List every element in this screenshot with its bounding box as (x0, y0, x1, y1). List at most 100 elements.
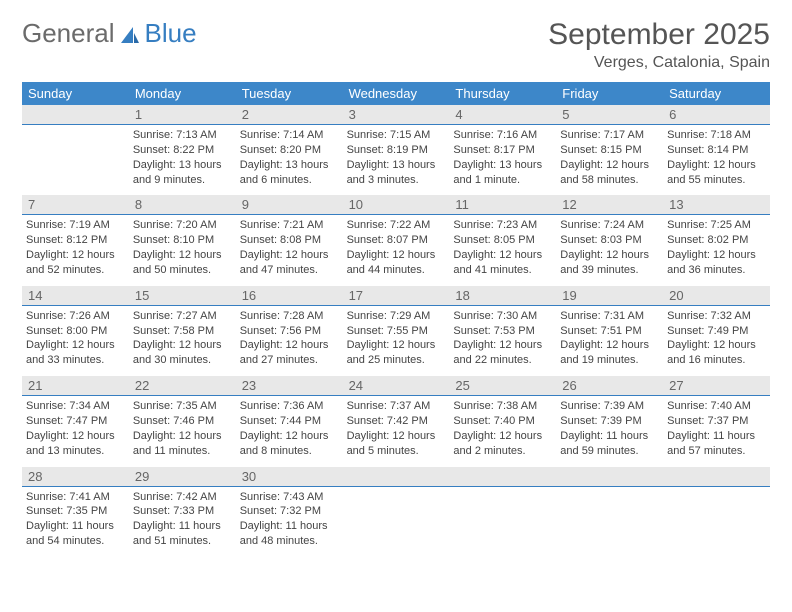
daylight-text: Daylight: 12 hours and 33 minutes. (26, 338, 125, 368)
sunset-text: Sunset: 7:51 PM (560, 324, 659, 339)
weekday-label: Wednesday (343, 82, 450, 105)
sunset-text: Sunset: 8:22 PM (133, 143, 232, 158)
day-cell: Sunrise: 7:14 AMSunset: 8:20 PMDaylight:… (236, 125, 343, 195)
sunset-text: Sunset: 7:42 PM (347, 414, 446, 429)
day-number: 3 (343, 105, 450, 125)
day-number: 2 (236, 105, 343, 125)
day-cell: Sunrise: 7:13 AMSunset: 8:22 PMDaylight:… (129, 125, 236, 195)
day-cell: Sunrise: 7:41 AMSunset: 7:35 PMDaylight:… (22, 487, 129, 557)
sunset-text: Sunset: 8:05 PM (453, 233, 552, 248)
daylight-text: Daylight: 12 hours and 36 minutes. (667, 248, 766, 278)
weekday-label: Monday (129, 82, 236, 105)
day-number: 8 (129, 195, 236, 215)
sunset-text: Sunset: 7:33 PM (133, 504, 232, 519)
day-number: 20 (663, 286, 770, 306)
sunset-text: Sunset: 8:10 PM (133, 233, 232, 248)
sunset-text: Sunset: 8:14 PM (667, 143, 766, 158)
daylight-text: Daylight: 13 hours and 1 minute. (453, 158, 552, 188)
day-cell: Sunrise: 7:29 AMSunset: 7:55 PMDaylight:… (343, 306, 450, 376)
daylight-text: Daylight: 11 hours and 54 minutes. (26, 519, 125, 549)
daylight-text: Daylight: 12 hours and 5 minutes. (347, 429, 446, 459)
weekday-label: Friday (556, 82, 663, 105)
day-number: 4 (449, 105, 556, 125)
sunrise-text: Sunrise: 7:41 AM (26, 490, 125, 505)
daylight-text: Daylight: 12 hours and 39 minutes. (560, 248, 659, 278)
sunset-text: Sunset: 8:12 PM (26, 233, 125, 248)
sunrise-text: Sunrise: 7:16 AM (453, 128, 552, 143)
sunset-text: Sunset: 7:40 PM (453, 414, 552, 429)
day-cell: Sunrise: 7:42 AMSunset: 7:33 PMDaylight:… (129, 487, 236, 557)
week-content-row: Sunrise: 7:19 AMSunset: 8:12 PMDaylight:… (22, 215, 770, 285)
daylight-text: Daylight: 12 hours and 22 minutes. (453, 338, 552, 368)
sunrise-text: Sunrise: 7:35 AM (133, 399, 232, 414)
day-number: 10 (343, 195, 450, 215)
sunrise-text: Sunrise: 7:36 AM (240, 399, 339, 414)
day-number: 19 (556, 286, 663, 306)
sunset-text: Sunset: 7:46 PM (133, 414, 232, 429)
day-cell: Sunrise: 7:36 AMSunset: 7:44 PMDaylight:… (236, 396, 343, 466)
sunrise-text: Sunrise: 7:24 AM (560, 218, 659, 233)
sunset-text: Sunset: 8:15 PM (560, 143, 659, 158)
sunset-text: Sunset: 8:00 PM (26, 324, 125, 339)
day-cell: Sunrise: 7:26 AMSunset: 8:00 PMDaylight:… (22, 306, 129, 376)
month-title: September 2025 (548, 18, 770, 52)
day-cell (556, 487, 663, 557)
sunset-text: Sunset: 8:20 PM (240, 143, 339, 158)
sunrise-text: Sunrise: 7:17 AM (560, 128, 659, 143)
logo-text-general: General (22, 18, 115, 49)
day-cell: Sunrise: 7:24 AMSunset: 8:03 PMDaylight:… (556, 215, 663, 285)
day-cell: Sunrise: 7:37 AMSunset: 7:42 PMDaylight:… (343, 396, 450, 466)
sunset-text: Sunset: 8:17 PM (453, 143, 552, 158)
daylight-text: Daylight: 12 hours and 50 minutes. (133, 248, 232, 278)
calendar: Sunday Monday Tuesday Wednesday Thursday… (22, 82, 770, 557)
day-number: 18 (449, 286, 556, 306)
daylight-text: Daylight: 11 hours and 48 minutes. (240, 519, 339, 549)
day-cell: Sunrise: 7:19 AMSunset: 8:12 PMDaylight:… (22, 215, 129, 285)
day-cell: Sunrise: 7:43 AMSunset: 7:32 PMDaylight:… (236, 487, 343, 557)
location: Verges, Catalonia, Spain (548, 54, 770, 72)
sunset-text: Sunset: 7:53 PM (453, 324, 552, 339)
daylight-text: Daylight: 11 hours and 59 minutes. (560, 429, 659, 459)
day-number: 22 (129, 376, 236, 396)
daylight-text: Daylight: 12 hours and 2 minutes. (453, 429, 552, 459)
day-number: 24 (343, 376, 450, 396)
day-number: 16 (236, 286, 343, 306)
daylight-text: Daylight: 12 hours and 16 minutes. (667, 338, 766, 368)
daylight-text: Daylight: 12 hours and 55 minutes. (667, 158, 766, 188)
sunset-text: Sunset: 7:49 PM (667, 324, 766, 339)
sunrise-text: Sunrise: 7:38 AM (453, 399, 552, 414)
day-cell: Sunrise: 7:23 AMSunset: 8:05 PMDaylight:… (449, 215, 556, 285)
weekday-label: Thursday (449, 82, 556, 105)
sunset-text: Sunset: 8:08 PM (240, 233, 339, 248)
sunrise-text: Sunrise: 7:18 AM (667, 128, 766, 143)
day-number: 30 (236, 467, 343, 487)
sunrise-text: Sunrise: 7:39 AM (560, 399, 659, 414)
daylight-text: Daylight: 12 hours and 52 minutes. (26, 248, 125, 278)
sunset-text: Sunset: 7:44 PM (240, 414, 339, 429)
daylight-text: Daylight: 13 hours and 9 minutes. (133, 158, 232, 188)
week-number-row: 282930 (22, 467, 770, 487)
daylight-text: Daylight: 12 hours and 27 minutes. (240, 338, 339, 368)
week-number-row: 78910111213 (22, 195, 770, 215)
day-number: 7 (22, 195, 129, 215)
sunrise-text: Sunrise: 7:25 AM (667, 218, 766, 233)
weekday-header: Sunday Monday Tuesday Wednesday Thursday… (22, 82, 770, 105)
day-number: 27 (663, 376, 770, 396)
day-number: 9 (236, 195, 343, 215)
day-cell: Sunrise: 7:28 AMSunset: 7:56 PMDaylight:… (236, 306, 343, 376)
day-cell: Sunrise: 7:27 AMSunset: 7:58 PMDaylight:… (129, 306, 236, 376)
day-cell: Sunrise: 7:17 AMSunset: 8:15 PMDaylight:… (556, 125, 663, 195)
sunset-text: Sunset: 8:02 PM (667, 233, 766, 248)
daylight-text: Daylight: 12 hours and 47 minutes. (240, 248, 339, 278)
day-number: 13 (663, 195, 770, 215)
title-block: September 2025 Verges, Catalonia, Spain (548, 18, 770, 72)
day-number (556, 467, 663, 487)
day-number (343, 467, 450, 487)
day-number: 23 (236, 376, 343, 396)
day-number: 17 (343, 286, 450, 306)
day-number: 26 (556, 376, 663, 396)
daylight-text: Daylight: 12 hours and 25 minutes. (347, 338, 446, 368)
day-cell: Sunrise: 7:35 AMSunset: 7:46 PMDaylight:… (129, 396, 236, 466)
day-number: 15 (129, 286, 236, 306)
week-content-row: Sunrise: 7:41 AMSunset: 7:35 PMDaylight:… (22, 487, 770, 557)
